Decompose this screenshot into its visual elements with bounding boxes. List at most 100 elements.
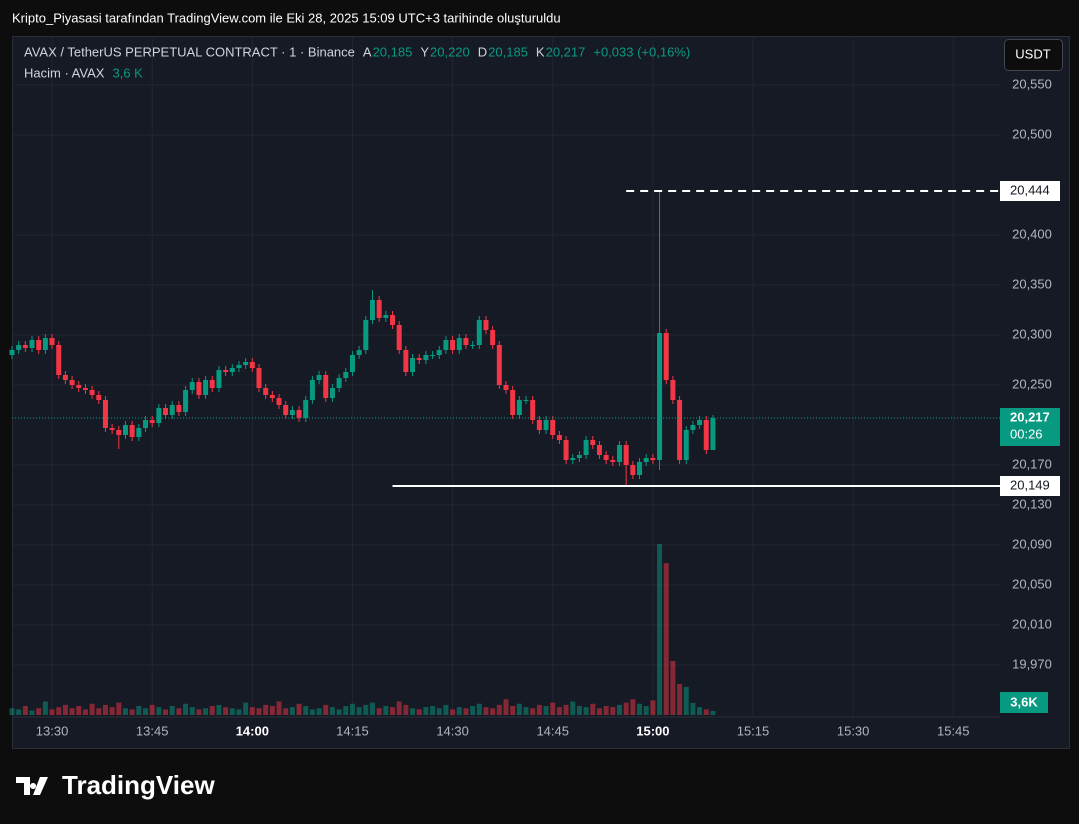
- candle-body: [436, 350, 442, 355]
- candle-body: [29, 340, 35, 348]
- candle-body: [209, 380, 215, 388]
- candle-body: [102, 400, 108, 428]
- volume-bar: [176, 708, 182, 715]
- x-tick-label: 14:15: [336, 723, 369, 738]
- volume-bar: [169, 706, 175, 715]
- volume-bar: [62, 704, 68, 715]
- candle-body: [89, 390, 95, 395]
- candle-body: [36, 340, 42, 350]
- volume-bar: [183, 703, 189, 715]
- volume-bar: [650, 700, 656, 715]
- volume-bar: [16, 709, 22, 715]
- volume-bar: [430, 706, 436, 715]
- volume-bar: [610, 707, 616, 715]
- candle-body: [550, 420, 556, 435]
- candle-body: [263, 388, 269, 395]
- legend-key: Y: [420, 44, 429, 59]
- volume-bar: [623, 702, 629, 715]
- volume-bar: [289, 707, 295, 715]
- currency-button[interactable]: [1004, 39, 1063, 71]
- volume-bar: [42, 701, 48, 715]
- y-tick-label: 20,500: [1012, 126, 1052, 141]
- candle-body: [430, 355, 436, 356]
- volume-bar: [703, 709, 709, 715]
- volume-bar: [22, 706, 28, 715]
- candle-body: [56, 345, 62, 375]
- volume-bar: [69, 708, 75, 715]
- candle-body: [289, 410, 295, 415]
- candle-body: [623, 445, 629, 465]
- volume-bar: [710, 710, 716, 715]
- volume-bar: [229, 708, 235, 715]
- volume-bar: [256, 708, 262, 715]
- volume-bar: [630, 699, 636, 715]
- volume-label: 3,6K: [1010, 694, 1038, 709]
- candle-body: [356, 350, 362, 355]
- volume-bar: [596, 708, 602, 715]
- candle-body: [143, 420, 149, 428]
- volume-bar: [483, 707, 489, 715]
- volume-bar: [343, 706, 349, 715]
- brand-logo: TradingView: [16, 770, 215, 800]
- y-tick-label: 20,300: [1012, 326, 1052, 341]
- volume-bar: [490, 708, 496, 715]
- candle-body: [76, 385, 82, 388]
- volume-bar: [323, 704, 329, 715]
- candle-body: [543, 420, 549, 430]
- volume-bar: [122, 708, 128, 715]
- legend-value: 20,185: [373, 44, 413, 59]
- candle-body: [156, 408, 162, 423]
- candle-body: [223, 370, 229, 372]
- y-tick-label: 20,010: [1012, 616, 1052, 631]
- candle-body: [276, 398, 282, 405]
- volume-bar: [616, 704, 622, 715]
- volume-bar: [443, 704, 449, 715]
- volume-bar: [510, 706, 516, 715]
- volume-bar: [56, 707, 62, 715]
- candle-body: [69, 380, 75, 385]
- candle-body: [42, 338, 48, 350]
- volume-bar: [543, 706, 549, 715]
- currency-label[interactable]: USDT: [1015, 46, 1050, 61]
- x-tick-label: 15:30: [837, 723, 870, 738]
- candle-body: [309, 380, 315, 400]
- legend-key: D: [478, 44, 487, 59]
- volume-bar: [96, 708, 102, 715]
- candle-body: [363, 320, 369, 350]
- candle-body: [463, 338, 469, 345]
- price-label: 20,149: [1010, 477, 1050, 492]
- candle-body: [62, 375, 68, 380]
- volume-bar: [136, 706, 142, 715]
- candle-body: [229, 368, 235, 372]
- volume-bar: [376, 708, 382, 715]
- volume-bar: [476, 703, 482, 715]
- candle-body: [176, 405, 182, 412]
- volume-bar: [349, 703, 355, 715]
- volume-bar: [516, 703, 522, 715]
- y-tick-label: 20,550: [1012, 76, 1052, 91]
- volume-bar: [189, 707, 195, 715]
- volume-bar: [590, 703, 596, 715]
- volume-bar: [203, 708, 209, 715]
- volume-bar: [269, 706, 275, 715]
- x-tick-label: 15:45: [937, 723, 970, 738]
- candle-body: [516, 400, 522, 415]
- y-tick-label: 20,090: [1012, 536, 1052, 551]
- volume-bar: [283, 708, 289, 715]
- volume-bar: [663, 563, 669, 715]
- volume-bar: [396, 701, 402, 715]
- volume-bar: [423, 707, 429, 715]
- candle-body: [82, 388, 88, 390]
- volume-bar: [523, 707, 529, 715]
- countdown-label: 00:26: [1010, 426, 1043, 441]
- candle-body: [576, 455, 582, 458]
- candle-body: [490, 330, 496, 345]
- candle-body: [343, 372, 349, 378]
- candle-body: [610, 460, 616, 462]
- volume-bar: [336, 709, 342, 715]
- candle-body: [583, 440, 589, 455]
- candle-body: [470, 345, 476, 346]
- candle-body: [169, 405, 175, 415]
- volume-bar: [363, 704, 369, 715]
